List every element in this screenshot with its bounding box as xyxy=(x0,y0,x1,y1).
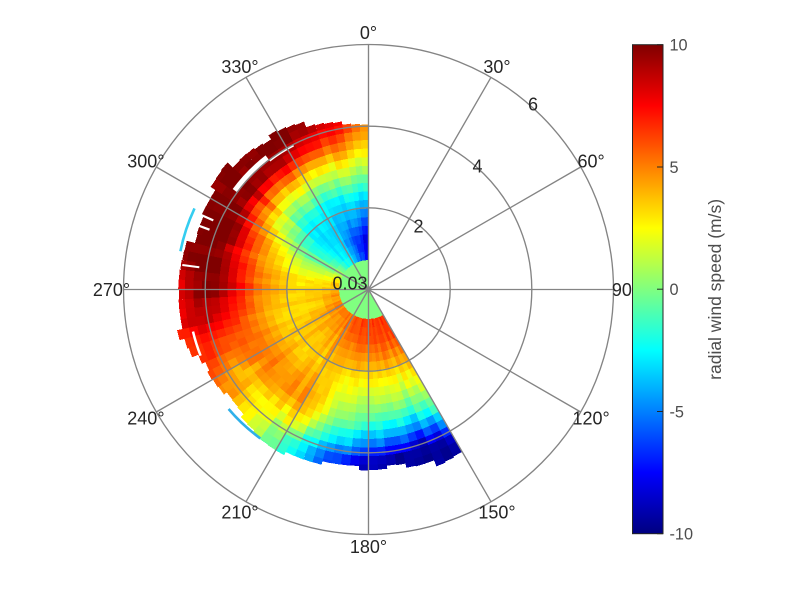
svg-text:330°: 330° xyxy=(221,57,258,77)
svg-text:60°: 60° xyxy=(577,151,604,171)
svg-text:4: 4 xyxy=(472,157,482,177)
svg-text:5: 5 xyxy=(670,159,679,177)
svg-text:180°: 180° xyxy=(350,537,387,557)
svg-text:0°: 0° xyxy=(360,23,377,43)
svg-text:2: 2 xyxy=(413,217,423,237)
svg-text:0: 0 xyxy=(670,281,679,299)
svg-text:270°: 270° xyxy=(93,280,130,300)
svg-text:10: 10 xyxy=(670,37,688,55)
svg-text:0.03: 0.03 xyxy=(332,273,367,293)
svg-text:300°: 300° xyxy=(127,151,164,171)
svg-text:30°: 30° xyxy=(483,57,510,77)
svg-text:radial wind speed (m/s): radial wind speed (m/s) xyxy=(705,199,725,380)
svg-text:240°: 240° xyxy=(127,408,164,428)
svg-text:210°: 210° xyxy=(221,502,258,522)
svg-text:-5: -5 xyxy=(670,403,684,421)
svg-text:6: 6 xyxy=(528,95,538,115)
svg-text:-10: -10 xyxy=(670,526,694,544)
svg-text:150°: 150° xyxy=(478,502,515,522)
svg-text:120°: 120° xyxy=(572,408,609,428)
